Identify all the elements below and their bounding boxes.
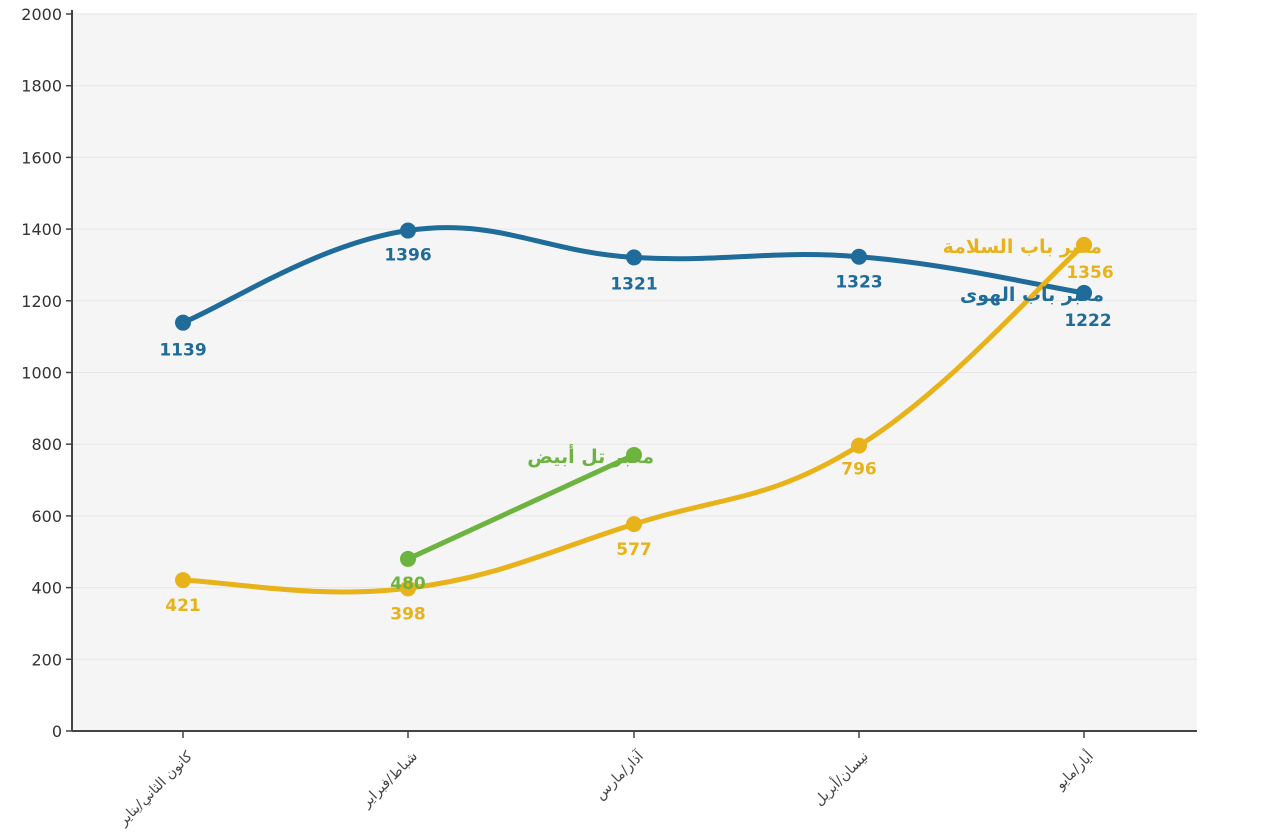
y-tick-label: 200 [31, 650, 62, 669]
data-label: 577 [616, 540, 652, 560]
data-point [175, 314, 191, 331]
series-name-label: معبر باب الهوى [960, 284, 1104, 306]
y-tick-label: 1200 [21, 292, 62, 311]
x-tick-label: نيسان/أبريل [810, 747, 872, 809]
series-name-label: معبر باب السلامة [943, 236, 1102, 258]
y-axis-ticks: 0 200 400 600 800 1000 1200 1400 1600 1800 2000 [21, 5, 72, 741]
data-point [175, 572, 191, 589]
data-point [851, 437, 867, 454]
y-tick-label: 1600 [21, 148, 62, 167]
series-name-label: معبر تل أبيض [527, 444, 654, 468]
data-point [400, 580, 416, 597]
data-label: 1323 [835, 273, 882, 293]
y-tick-label: 800 [31, 435, 62, 454]
data-label: 398 [390, 604, 426, 624]
data-label: 1356 [1066, 263, 1113, 283]
y-tick-label: 400 [31, 579, 62, 598]
data-label: 1396 [384, 246, 431, 266]
x-tick-label: شباط/فبراير [358, 749, 421, 812]
data-label: 1139 [159, 341, 206, 361]
data-point [851, 248, 867, 265]
y-tick-label: 0 [52, 722, 62, 741]
data-point [626, 446, 642, 463]
y-tick-label: 1000 [21, 364, 62, 383]
data-label: 480 [390, 574, 426, 594]
y-tick-label: 1400 [21, 220, 62, 239]
data-point [1076, 236, 1092, 253]
data-point [400, 550, 416, 567]
data-label: 421 [165, 596, 201, 616]
data-label: 1321 [610, 274, 657, 294]
data-label-layer: 1139 1396 1321 1323 1222 معبر باب الهوى 421 398… [159, 236, 1113, 624]
y-tick-label: 1800 [21, 77, 62, 96]
data-label: 1222 [1064, 311, 1111, 331]
data-point [1076, 284, 1092, 301]
x-tick-label: أيار/مايو [1051, 747, 1097, 793]
series-layer [175, 222, 1092, 597]
data-label: 796 [841, 460, 877, 480]
x-tick-label: آذار/مارس [592, 747, 648, 803]
gridlines [72, 13, 1197, 660]
x-tick-label: كانون الثاني/يناير [115, 748, 196, 829]
x-axis-ticks: كانون الثاني/يناير شباط/فبراير آذار/مارس ني… [115, 731, 1097, 830]
series-line [405, 452, 637, 562]
y-tick-label: 600 [31, 507, 62, 526]
data-point [400, 222, 416, 239]
y-tick-label: 2000 [21, 5, 62, 24]
data-point [626, 516, 642, 533]
data-point [626, 249, 642, 266]
